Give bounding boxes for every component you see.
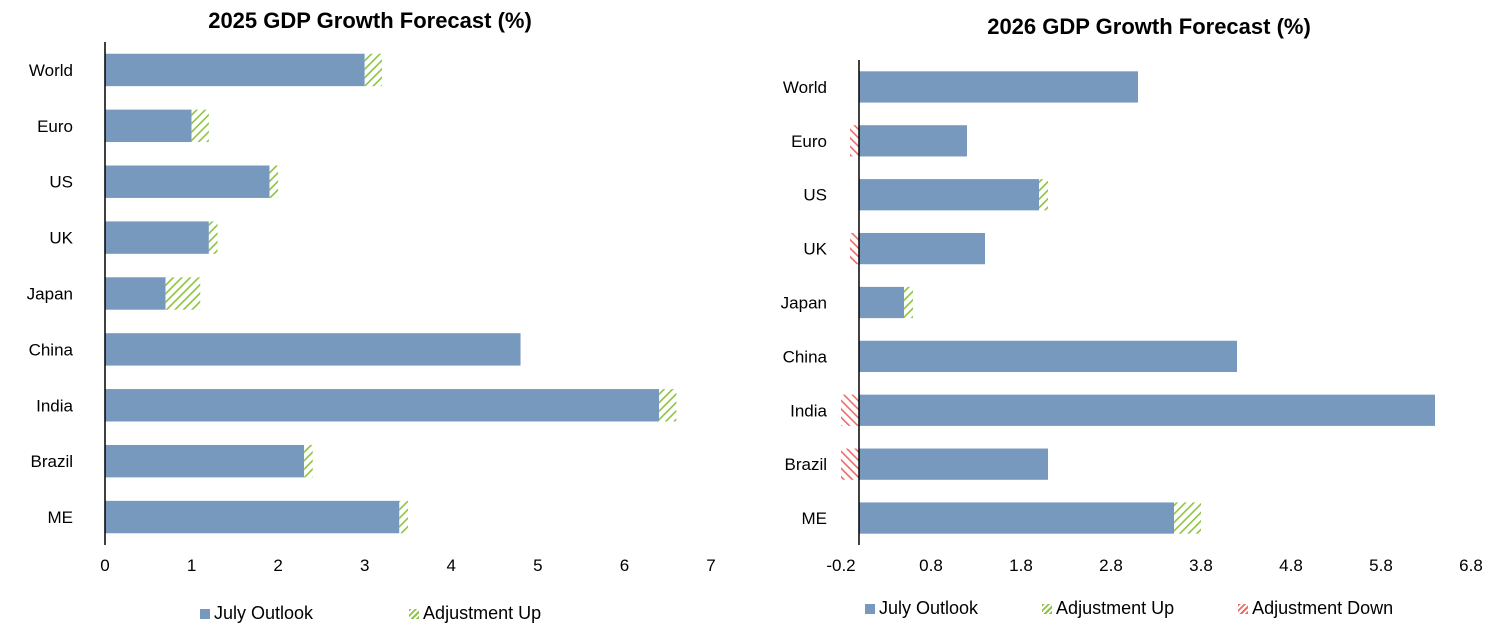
bar-adjustment-up-india (659, 389, 677, 422)
legend-label: Adjustment Up (1056, 598, 1175, 618)
bar-july-outlook-world (105, 53, 365, 87)
bar-july-outlook-brazil (859, 448, 1048, 480)
bar-adjustment-up-me (399, 500, 408, 534)
bar-july-outlook-euro (859, 125, 967, 157)
legend-swatch (409, 608, 420, 619)
x-tick-label: 4.8 (1279, 556, 1303, 575)
category-label: ME (802, 509, 828, 528)
legend-label: July Outlook (879, 598, 979, 618)
bar-adjustment-up-us (1039, 179, 1048, 211)
bar-july-outlook-euro (105, 109, 192, 143)
legend-label: July Outlook (214, 603, 314, 623)
category-label: Euro (37, 117, 73, 136)
chart-2026-panel: 2026 GDP Growth Forecast (%) World Euro US… (745, 0, 1497, 643)
x-tick-label: 1.8 (1009, 556, 1033, 575)
bar-july-outlook-us (105, 165, 270, 198)
x-tick-label: 1 (187, 556, 196, 575)
category-label: Brazil (30, 452, 73, 471)
bar-july-outlook-japan (105, 277, 166, 310)
category-label: India (790, 401, 827, 420)
x-tick-label: 6.8 (1459, 556, 1483, 575)
bar-july-outlook-world (859, 71, 1138, 103)
legend-swatch (200, 608, 210, 619)
bar-july-outlook-uk (105, 221, 209, 254)
chart-2025-panel: 2025 GDP Growth Forecast (%) World Euro US… (0, 0, 745, 643)
legend-item-july-outlook: July Outlook (200, 603, 313, 624)
bar-july-outlook-me (105, 500, 400, 534)
legend-item-adjustment-up: Adjustment Up (409, 603, 541, 624)
category-label: World (783, 78, 827, 97)
bar-adjustment-down-brazil (841, 448, 859, 480)
category-label: Japan (27, 285, 73, 304)
bar-july-outlook-us (859, 179, 1039, 211)
bar-adjustment-up-us (269, 165, 279, 198)
category-label: UK (49, 229, 73, 248)
category-label: UK (803, 240, 827, 259)
x-tick-label: 2.8 (1099, 556, 1123, 575)
bar-july-outlook-uk (859, 232, 985, 265)
bar-july-outlook-india (105, 389, 660, 422)
legend-item-adjustment-down: Adjustment Down (1238, 598, 1393, 619)
bar-july-outlook-brazil (105, 444, 305, 478)
x-tick-label: 6 (620, 556, 629, 575)
bar-adjustment-down-india (841, 394, 859, 426)
category-label: World (29, 61, 73, 80)
category-label: China (29, 340, 74, 359)
chart-legend: July Outlook Adjustment Up (200, 603, 637, 624)
x-tick-label: 3.8 (1189, 556, 1213, 575)
bar-july-outlook-india (859, 394, 1435, 426)
category-label: ME (48, 508, 74, 527)
category-label: China (783, 347, 828, 366)
x-tick-label: 3 (360, 556, 369, 575)
legend-item-july-outlook: July Outlook (865, 598, 978, 619)
x-tick-label: 4 (447, 556, 456, 575)
category-label: US (803, 186, 827, 205)
x-tick-label: 5.8 (1369, 556, 1393, 575)
bar-july-outlook-china (859, 340, 1237, 373)
legend-swatch (1042, 603, 1053, 614)
bar-adjustment-down-euro (850, 125, 859, 157)
category-label: Japan (781, 294, 827, 313)
chart-title: 2025 GDP Growth Forecast (%) (208, 8, 532, 33)
chart-title: 2026 GDP Growth Forecast (%) (987, 14, 1311, 39)
bar-adjustment-up-uk (208, 221, 218, 254)
x-tick-label: 2 (273, 556, 282, 575)
bar-july-outlook-china (105, 333, 521, 366)
x-tick-label: 0 (100, 556, 109, 575)
bar-adjustment-up-euro (191, 109, 209, 143)
chart-legend: July Outlook Adjustment Up Adjustment Down (865, 598, 1457, 619)
bar-adjustment-down-uk (850, 232, 859, 265)
legend-swatch (865, 603, 875, 614)
chart-2026-plot: World Euro US UK Japan China India Brazil ME -0.2… (781, 60, 1483, 575)
category-label: India (36, 396, 73, 415)
bar-adjustment-up-world (364, 53, 383, 87)
legend-label: Adjustment Up (423, 603, 542, 623)
category-label: Euro (791, 132, 827, 151)
bar-adjustment-up-japan (165, 277, 201, 310)
bar-adjustment-up-japan (904, 286, 913, 319)
bar-july-outlook-japan (859, 286, 904, 319)
bar-july-outlook-me (859, 502, 1174, 534)
bar-adjustment-up-me (1174, 502, 1201, 534)
bar-adjustment-up-brazil (304, 444, 313, 478)
x-tick-label: 5 (533, 556, 542, 575)
x-tick-label: -0.2 (826, 556, 855, 575)
legend-item-adjustment-up: Adjustment Up (1042, 598, 1174, 619)
category-label: Brazil (784, 455, 827, 474)
x-tick-label: 0.8 (919, 556, 943, 575)
legend-label: Adjustment Down (1252, 598, 1394, 618)
x-tick-label: 7 (706, 556, 715, 575)
category-label: US (49, 173, 73, 192)
chart-2025-plot: World Euro US UK Japan China India Brazil ME 0 1 2 3… (27, 42, 716, 575)
legend-swatch (1238, 603, 1249, 614)
